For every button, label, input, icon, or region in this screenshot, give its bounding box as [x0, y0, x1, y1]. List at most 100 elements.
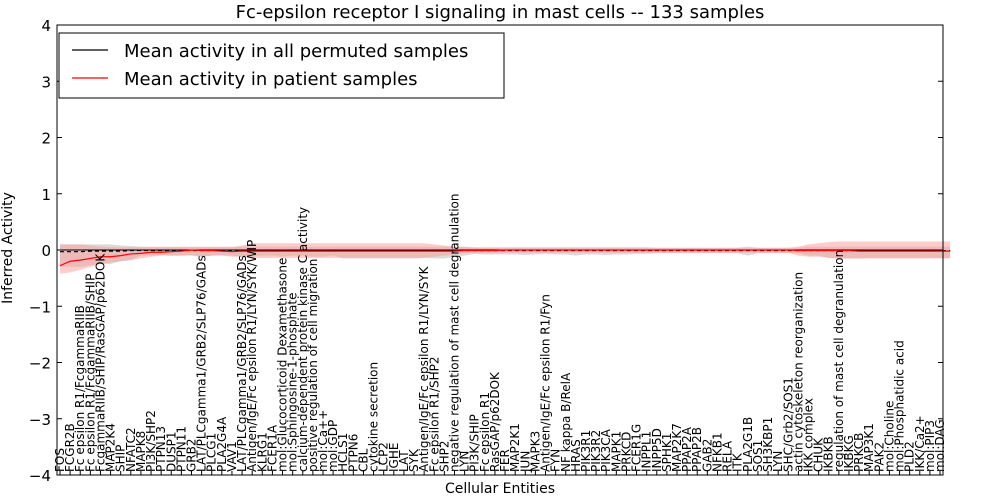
x-tick-label: PIK3R1	[579, 430, 593, 472]
x-tick-label: PLD2	[903, 441, 917, 472]
x-tick-label: mol:Sphingosine-1-phosphate	[286, 293, 300, 473]
y-tick-label: −1	[29, 298, 51, 316]
x-tick-label: PTPN6	[346, 434, 360, 472]
x-tick-label: PPAP2B	[690, 427, 704, 472]
x-tick-label: Antigen/IgE/Fc epsilon R1/LYN/SYK	[417, 265, 431, 472]
x-tick-label: Fc epsilon R1/SHP2	[427, 356, 441, 472]
x-tick-label: SYK	[407, 448, 421, 472]
x-tick-label: mol:GDP	[326, 420, 340, 472]
chart-title: Fc-epsilon receptor I signaling in mast …	[236, 2, 765, 23]
x-tick-label: IGHE	[387, 443, 401, 472]
x-tick-label: FCER1A	[265, 424, 279, 472]
x-tick-label: GAB2	[700, 439, 714, 472]
x-tick-label: actin cytoskeleton reorganization	[791, 272, 805, 472]
x-tick-label: NF kappa B/RelA	[559, 372, 573, 472]
legend-label-patient: Mean activity in patient samples	[124, 69, 418, 90]
x-tick-label: INPPL1	[640, 431, 654, 472]
x-tick-label: SH3KBP1	[761, 417, 775, 472]
y-tick-label: −2	[29, 355, 51, 373]
x-tick-label: JUN	[518, 451, 532, 473]
x-tick-label: Antigen/IgE/Fc epsilon R1/LYN/SYK/WIP	[245, 240, 259, 472]
x-tick-label: SHC/Grb2/SOS1	[781, 377, 795, 472]
x-tick-label: CBL	[356, 448, 370, 472]
x-tick-label: Fc epsilon R1/FcgammaRIIB	[73, 305, 87, 472]
legend: Mean activity in all permuted samples Me…	[58, 32, 505, 99]
x-tick-label: FcgammaRIIB/SHIP/RasGAP/p62DOK	[93, 253, 107, 472]
x-tick-label: PTPN13	[154, 426, 168, 472]
x-tick-label: SHIP	[114, 445, 128, 472]
band-series-1	[60, 241, 951, 274]
x-tick-label: MAP2K1	[508, 423, 522, 472]
y-tick-label: −4	[29, 467, 51, 485]
legend-label-permuted: Mean activity in all permuted samples	[124, 41, 468, 62]
x-tick-label: INPP5D	[650, 428, 664, 472]
x-tick-label: DUSP1	[164, 431, 178, 472]
x-tick-label: LAT	[397, 450, 411, 472]
y-axis-label: Inferred Activity	[0, 192, 16, 304]
y-tick-label: 0	[41, 242, 51, 260]
x-tick-label: MAP2K4	[104, 423, 118, 472]
x-tick-label: Antigen/IgE/Fc epsilon R1/Fyn	[539, 294, 553, 472]
x-tick-label: IKBKB	[822, 436, 836, 472]
x-tick-label: PLA2G1B	[741, 417, 755, 472]
x-tick-label: PLA2G4A	[215, 416, 229, 472]
x-tick-label: PAK2	[872, 442, 886, 472]
y-tick-label: 4	[41, 17, 51, 35]
x-tick-label: PI3K/SHIP	[468, 414, 482, 472]
x-tick-label: PRKCD	[619, 432, 633, 472]
y-tick-label: 3	[41, 73, 51, 91]
x-tick-label: mol:Choline	[882, 401, 896, 472]
x-tick-label: IKK/Ca2+	[913, 415, 927, 472]
x-tick-label: regulation of mast cell degranulation	[832, 250, 846, 472]
x-tick-label: MAP3K1	[862, 423, 876, 472]
x-tick-label: Fc epsilon R1/FcgammaRIIB/SHIP	[83, 274, 97, 472]
x-tick-label: LAT/PLCgamma1/GRB2/SLP76/GADs	[235, 255, 249, 472]
legend-frame	[58, 32, 505, 99]
series-lines	[59, 249, 951, 267]
y-tick-label: 1	[41, 186, 51, 204]
x-tick-label: VAV1	[225, 441, 239, 472]
x-tick-label: SHP2	[437, 440, 451, 472]
x-tick-label: MAPK1	[609, 431, 623, 472]
x-tick-label: mol:PIP3	[923, 420, 937, 472]
x-tick-label: positive regulation of cell migration	[306, 259, 320, 472]
confidence-bands	[60, 241, 951, 274]
x-tick-label: HRAS	[569, 439, 583, 472]
x-tick-label: cytokine secretion	[367, 362, 381, 472]
x-tick-label: KLRG1	[255, 432, 269, 472]
y-tick-label: 2	[41, 130, 51, 148]
x-axis-label: Cellular Entities	[445, 481, 555, 497]
x-tick-label: FCER1G	[630, 424, 644, 472]
x-tick-label: LAT/PLCgamma1/GRB2/SLP76/GADs	[195, 255, 209, 472]
x-tick-label: IKK complex	[802, 398, 816, 472]
y-tick-label: −3	[29, 411, 51, 429]
x-tick-label: MAP2K7	[670, 423, 684, 472]
x-tick-label: SOS1	[751, 440, 765, 472]
x-tick-label: MAPK8	[134, 431, 148, 472]
x-tick-label: PPAP2A	[680, 426, 694, 472]
x-tick-label: PIK3CA	[599, 428, 613, 472]
x-tick-label: PIK3R2	[589, 430, 603, 472]
x-tick-label: mol:Glucocorticoid Dexamethasone	[276, 258, 290, 472]
x-tick-label: FYN	[549, 449, 563, 472]
x-tick-label: calcium-dependent protein kinase C activ…	[296, 207, 310, 472]
x-tick-label: RELA	[721, 440, 735, 472]
y-ticks: 4 3 2 1 0 −1 −2 −3 −4	[29, 17, 943, 485]
x-tick-label: NFATC2	[124, 427, 138, 472]
x-tick-label: PI3K/SHP2	[144, 410, 158, 472]
x-tick-label: IKBKG	[842, 435, 856, 472]
x-tick-label: LYN	[771, 451, 785, 472]
x-tick-label: mol:Phosphatidic acid	[893, 340, 907, 472]
x-tick-label: CHUK	[812, 437, 826, 472]
x-tick-label: PTPN11	[174, 426, 188, 472]
x-tick-label: ITK	[731, 452, 745, 472]
x-tick-label: HCLS1	[336, 433, 350, 472]
x-tick-label: MAPK3	[528, 431, 542, 472]
x-tick-label: negative regulation of mast cell degranu…	[447, 193, 461, 472]
x-tick-label: FCGR2B	[63, 423, 77, 472]
series-line-1	[59, 249, 951, 267]
x-tick-label: NFKB1	[710, 432, 724, 472]
